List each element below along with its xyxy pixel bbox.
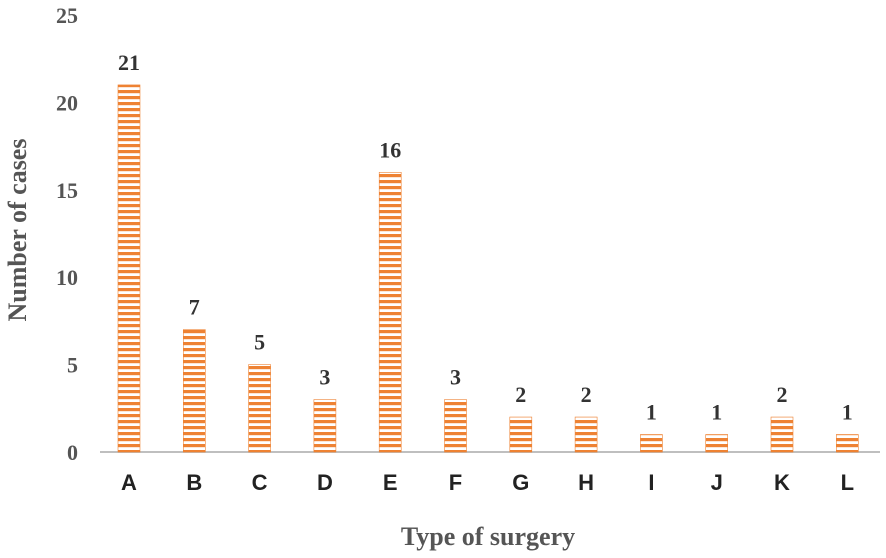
bar-I [640,434,663,453]
x-tick-label-K: K [774,470,790,495]
y-tick-label: 15 [56,178,78,203]
data-label-E: 16 [379,137,401,162]
data-label-D: 3 [319,365,330,390]
x-tick-label-D: D [317,470,333,495]
data-label-B: 7 [189,295,200,320]
y-axis-ticks: 0 5 10 15 20 25 [56,3,78,465]
data-label-L: 1 [842,400,853,425]
data-label-H: 2 [581,382,592,407]
y-tick-label: 5 [67,353,78,378]
x-tick-label-A: A [121,470,137,495]
bar-E [378,172,402,453]
bar-K [770,416,794,453]
y-tick-label: 20 [56,90,78,115]
bar-C [248,364,271,453]
bar-J [705,434,729,453]
x-axis-title: Type of surgery [401,522,575,551]
x-tick-label-J: J [711,470,723,495]
bar-F [444,399,467,453]
data-label-F: 3 [450,365,461,390]
x-tick-label-E: E [383,470,398,495]
bar-A [117,84,141,453]
x-tick-label-I: I [648,470,654,495]
y-tick-label: 25 [56,3,78,28]
x-tick-label-L: L [841,470,854,495]
data-label-K: 2 [777,382,788,407]
y-tick-label: 10 [56,265,78,290]
x-tick-label-F: F [449,470,462,495]
data-label-J: 1 [711,400,722,425]
data-label-C: 5 [254,330,265,355]
bar-B [183,329,206,453]
y-tick-label: 0 [67,440,78,465]
bar-H [574,416,598,453]
bar-D [313,399,337,453]
data-label-G: 2 [515,382,526,407]
x-axis-ticks: A B C D E F G H I J K L [121,470,854,495]
bar-G [509,416,533,453]
bars [117,84,859,453]
x-tick-label-H: H [578,470,594,495]
y-axis-title: Number of cases [3,139,32,322]
data-label-A: 21 [118,50,140,75]
bar-L [835,434,859,453]
x-tick-label-G: G [512,470,529,495]
x-tick-label-C: C [252,470,268,495]
data-label-I: 1 [646,400,657,425]
x-tick-label-B: B [186,470,202,495]
